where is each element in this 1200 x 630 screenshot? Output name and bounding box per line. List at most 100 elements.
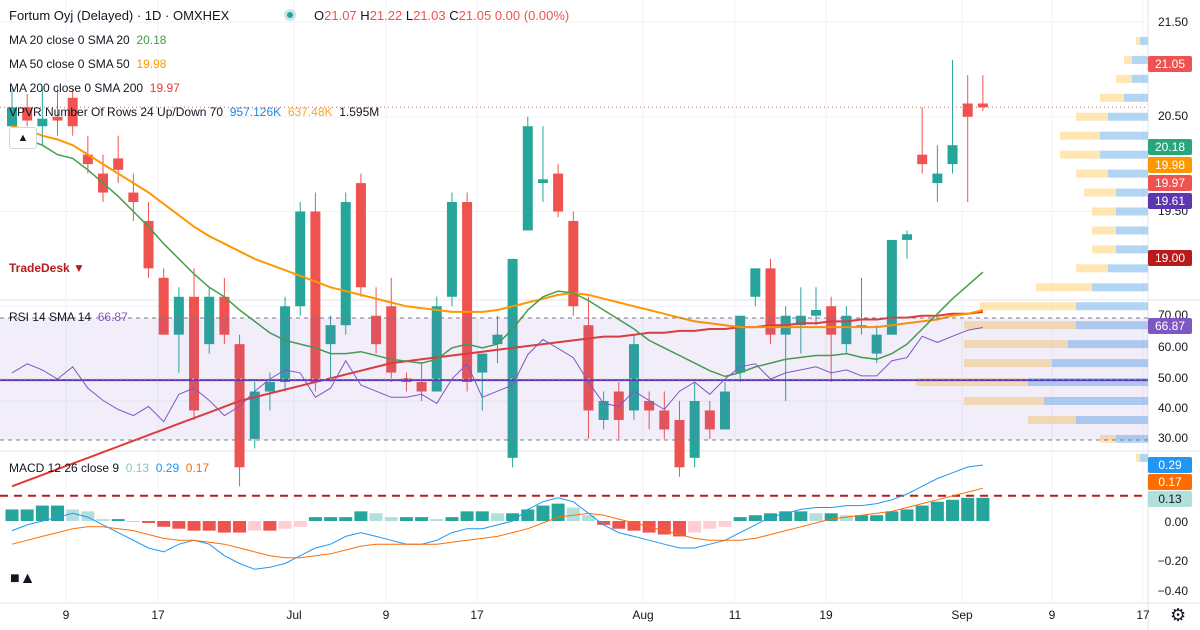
macd-signal-value: 0.17 xyxy=(185,461,210,475)
last-price-tag: 21.05 xyxy=(1148,56,1192,72)
vpvr-down-bar xyxy=(1100,93,1124,102)
macd-histogram-bar xyxy=(506,513,520,521)
candle-body xyxy=(704,410,715,430)
macd-histogram-bar xyxy=(839,515,853,521)
date-tick: Jul xyxy=(286,608,302,622)
candle-body xyxy=(902,234,913,240)
ohlc-low: 21.03 xyxy=(413,8,446,23)
macd-histogram-bar xyxy=(324,517,338,521)
symbol-title[interactable]: Fortum Oyj (Delayed) · 1D · OMXHEX xyxy=(9,8,230,23)
macd-histogram-bar xyxy=(369,513,383,521)
macd-histogram-bar xyxy=(20,509,34,521)
vpvr-up-bar xyxy=(1092,283,1148,292)
macd-hist-value: 0.13 xyxy=(125,461,150,475)
candle-body xyxy=(446,202,457,297)
ohlc-o-label: O xyxy=(314,8,325,23)
ma200-label: MA 200 close 0 SMA 200 xyxy=(9,81,144,95)
macd-histogram-bar xyxy=(35,505,49,521)
ohlc-open: 21.07 xyxy=(324,8,357,23)
ma20-legend[interactable]: MA 20 close 0 SMA 20 20.18 xyxy=(9,33,166,47)
poc-price-tag: 19.61 xyxy=(1148,193,1192,209)
macd-histogram-bar xyxy=(384,517,398,521)
vpvr-down-bar xyxy=(980,302,1076,311)
ma200-legend[interactable]: MA 200 close 0 SMA 200 19.97 xyxy=(9,81,180,95)
macd-legend[interactable]: MACD 12 26 close 9 0.13 0.29 0.17 xyxy=(9,461,209,475)
signal-line xyxy=(11,487,984,559)
macd-histogram-bar xyxy=(870,515,884,521)
candle-body xyxy=(553,173,564,212)
vpvr-down-bar xyxy=(1076,264,1108,273)
price-tick: 20.50 xyxy=(1157,109,1188,123)
rsi-tick: 30.00 xyxy=(1157,431,1188,445)
macd-signal-tag: 0.17 xyxy=(1148,474,1192,490)
ma200-value: 19.97 xyxy=(149,81,180,95)
vpvr-legend[interactable]: VPVR Number Of Rows 24 Up/Down 70 957.12… xyxy=(9,105,379,119)
vpvr-down-bar xyxy=(964,321,1076,330)
vpvr-up-bar xyxy=(1076,302,1148,311)
ohlc-change: 0.00 (0.00%) xyxy=(494,8,570,23)
ohlc-c-label: C xyxy=(449,8,459,23)
macd-histogram-bar xyxy=(930,501,944,521)
ohlc-readout: O21.07 H21.22 L21.03 C21.05 0.00 (0.00%) xyxy=(314,8,569,23)
candle-body xyxy=(886,239,897,335)
price-pane xyxy=(0,59,1148,497)
date-tick: 17 xyxy=(1136,608,1150,622)
candle-body xyxy=(659,410,670,430)
ma20-line xyxy=(11,134,984,378)
macd-histogram-bar xyxy=(824,513,838,521)
ma20-label: MA 20 close 0 SMA 20 xyxy=(9,33,130,47)
candle-body xyxy=(644,401,655,411)
tradedesk-label[interactable]: TradeDesk ▼ xyxy=(9,261,85,275)
macd-histogram-bar xyxy=(399,517,413,521)
ma50-legend[interactable]: MA 50 close 0 SMA 50 19.98 xyxy=(9,57,166,71)
rsi-legend[interactable]: RSI 14 SMA 14 66.87 xyxy=(9,310,128,324)
candle-body xyxy=(234,344,245,468)
collapse-legend-button[interactable]: ▲ xyxy=(9,127,37,149)
vpvr-up-bar xyxy=(1108,112,1148,121)
macd-histogram-bar xyxy=(900,509,914,521)
macd-histogram-bar xyxy=(718,521,732,527)
vpvr-up-bar xyxy=(1116,226,1148,235)
live-dot-core xyxy=(287,12,293,18)
vpvr-up-bar xyxy=(1100,131,1148,140)
vpvr-down-bar xyxy=(1092,207,1116,216)
rsi-band xyxy=(0,318,1148,440)
vpvr-down-value: 637.48K xyxy=(287,105,333,119)
ohlc-h-label: H xyxy=(360,8,370,23)
macd-histogram-bar xyxy=(339,517,353,521)
candle-body xyxy=(522,126,533,231)
candle-body xyxy=(689,401,700,458)
vpvr-down-bar xyxy=(1136,453,1140,462)
candle-body xyxy=(158,277,169,335)
macd-hist-tag: 0.13 xyxy=(1148,491,1192,507)
vpvr-up-bar xyxy=(1116,434,1148,443)
candle-body xyxy=(371,315,382,345)
macd-tick: −0.40 xyxy=(1157,584,1188,598)
vpvr-down-bar xyxy=(1028,415,1076,424)
macd-histogram-bar xyxy=(263,521,277,531)
ohlc-l-label: L xyxy=(405,8,414,23)
macd-histogram-bar xyxy=(748,515,762,521)
candle-body xyxy=(765,268,776,335)
settings-gear-icon[interactable]: ⚙ xyxy=(1170,605,1187,625)
candle-body xyxy=(719,391,730,430)
price-tick: 21.50 xyxy=(1157,15,1188,29)
candle-body xyxy=(22,107,33,121)
candle-body xyxy=(917,154,928,165)
macd-histogram-bar xyxy=(794,511,808,521)
date-tick: Sep xyxy=(951,608,973,622)
vpvr-down-bar xyxy=(1092,226,1116,235)
candle-body xyxy=(340,202,351,326)
macd-histogram-bar xyxy=(157,521,171,527)
candle-body xyxy=(568,220,579,307)
tradingview-logo[interactable]: ■▲ xyxy=(10,570,36,587)
macd-histogram-bar xyxy=(66,509,80,521)
vpvr-down-bar xyxy=(1124,55,1132,64)
macd-histogram-bar xyxy=(657,521,671,535)
ma200-price-tag: 19.97 xyxy=(1148,175,1192,191)
rsi-line xyxy=(11,327,983,423)
vpvr-up-bar xyxy=(1108,169,1148,178)
macd-histogram-bar xyxy=(51,505,65,521)
vpvr-up-bar xyxy=(1116,207,1148,216)
